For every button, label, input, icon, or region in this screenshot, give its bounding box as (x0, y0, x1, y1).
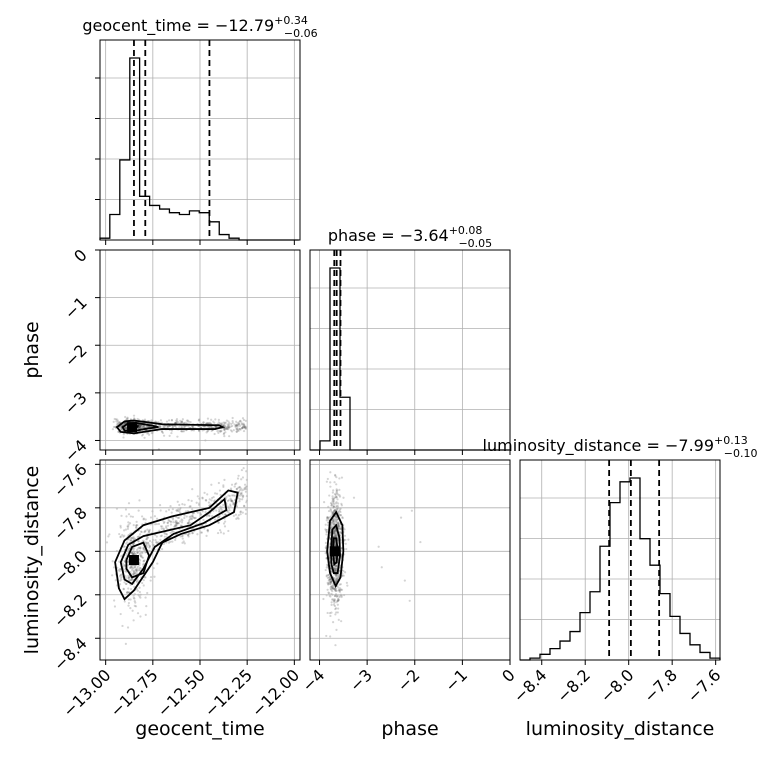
tick-label-x: −7.6 (684, 665, 725, 706)
histogram-geocent_time (99, 57, 299, 241)
contour-level-1 (326, 510, 345, 589)
panel-phase-luminosity_distance (309, 459, 511, 665)
tick-label-x: −12.75 (106, 665, 161, 720)
panel-geocent_time-luminosity_distance (95, 459, 301, 665)
tick-label-x: −13.00 (59, 665, 114, 720)
density-peak (127, 422, 138, 433)
tick-label-x: −4 (298, 665, 328, 695)
tick-label-x: −7.8 (640, 665, 681, 706)
tick-label-x: −2 (393, 665, 423, 695)
density-peak (128, 555, 139, 565)
panel-frame (519, 459, 721, 661)
tick-label-y: −7.8 (50, 503, 91, 544)
ylabel-phase: phase (21, 321, 43, 378)
panel-luminosity_distance-hist (519, 459, 721, 665)
tick-label-x: −1 (441, 665, 471, 695)
xlabel-phase: phase (381, 718, 438, 740)
histogram-phase (310, 267, 510, 451)
tick-label-y: 0 (70, 245, 91, 266)
title-geocent_time: geocent_time = −12.79+0.34 −0.06 (82, 14, 317, 40)
ylabel-luminosity_distance: luminosity_distance (21, 466, 43, 655)
contour-level-2 (330, 523, 341, 574)
tick-label-y: −8.4 (50, 634, 91, 675)
tick-label-x: −12.50 (154, 665, 209, 720)
tick-label-x: 0 (498, 665, 519, 686)
tick-label-y: −8.0 (50, 547, 91, 588)
contour-level-2 (119, 497, 228, 586)
tick-label-x: −12.00 (248, 665, 303, 720)
tick-label-y: −3 (61, 388, 91, 418)
title-luminosity_distance: luminosity_distance = −7.99+0.13 −0.10 (483, 434, 758, 460)
tick-label-x: −8.2 (553, 665, 594, 706)
contour-level-3 (125, 541, 151, 579)
tick-label-x: −8.0 (597, 665, 638, 706)
panel-phase-hist (309, 249, 511, 455)
tick-label-y: −2 (61, 341, 91, 371)
panel-frame (309, 459, 511, 661)
tick-label-y: −8.2 (50, 590, 91, 631)
panel-geocent_time-hist (95, 39, 301, 245)
xlabel-luminosity_distance: luminosity_distance (526, 718, 715, 740)
histogram-luminosity_distance (520, 477, 721, 661)
tick-label-x: −3 (346, 665, 376, 695)
xlabel-geocent_time: geocent_time (135, 718, 264, 740)
tick-label-x: −8.4 (510, 665, 551, 706)
contour-level-1 (115, 419, 226, 435)
tick-label-y: −7.6 (50, 460, 91, 501)
panel-geocent_time-phase (95, 249, 301, 455)
title-phase: phase = −3.64+0.08 −0.05 (328, 224, 492, 250)
plot-layer: geocent_time = −12.79+0.34 −0.06 phase = −… (21, 14, 757, 740)
contour-level-1 (114, 489, 239, 601)
tick-label-y: −1 (61, 293, 91, 323)
density-peak (329, 546, 340, 557)
tick-label-x: −12.25 (201, 665, 256, 720)
